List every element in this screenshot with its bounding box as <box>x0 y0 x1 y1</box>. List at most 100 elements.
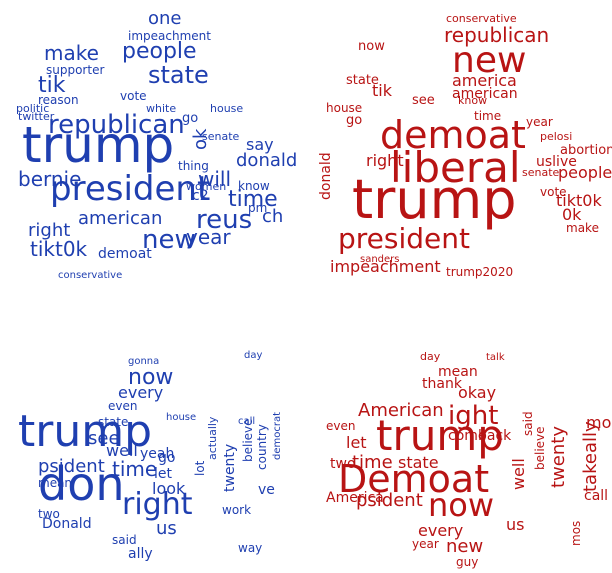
cloud-word: 0k <box>562 205 582 224</box>
cloud-word: even <box>108 399 137 413</box>
cloud-word: America <box>326 490 384 506</box>
cloud-word: house <box>210 102 243 115</box>
cloud-word: supporter <box>46 63 104 77</box>
cloud-word: republican <box>48 110 185 140</box>
cloud-word: white <box>146 102 176 115</box>
cloud-word: well <box>509 458 528 490</box>
cloud-word: trump <box>376 411 504 460</box>
cloud-word: one <box>148 8 182 29</box>
cloud-word: two <box>330 456 356 472</box>
cloud-word: pelosi <box>540 130 572 143</box>
cloud-word: state <box>98 415 128 429</box>
cloud-word: say <box>246 135 274 154</box>
cloud-word: right <box>122 487 193 522</box>
cloud-word: let <box>154 466 173 482</box>
cloud-word: reason <box>38 93 79 107</box>
cloud-word: pm <box>248 201 267 215</box>
cloud-word: america <box>452 71 517 90</box>
cloud-word: call <box>584 488 608 504</box>
cloud-word: mo <box>586 413 611 432</box>
cloud-word: day <box>244 350 262 361</box>
cloud-word: tik <box>372 81 393 100</box>
cloud-word: ve <box>258 482 275 498</box>
cloud-word: impeachment <box>330 257 441 276</box>
cloud-word: twitter <box>18 110 55 123</box>
cloud-word: psident <box>38 456 105 477</box>
cloud-word: takeally <box>580 421 601 492</box>
cloud-word: now <box>358 39 385 54</box>
cloud-word: make <box>44 41 99 65</box>
cloud-word: us <box>506 515 524 534</box>
cloud-word: uslive <box>536 154 577 170</box>
cloud-word: call <box>238 416 255 427</box>
cloud-word: new <box>446 536 483 557</box>
cloud-word: year <box>526 115 553 129</box>
cloud-word: way <box>238 541 262 555</box>
cloud-word: yeah <box>140 446 174 462</box>
cloud-word: year <box>412 537 439 551</box>
cloud-word: look <box>152 479 186 498</box>
cloud-word: make <box>566 221 599 235</box>
cloud-word: time <box>228 187 278 212</box>
cloud-word: right <box>366 151 404 170</box>
cloud-word: trump <box>18 406 152 457</box>
cloud-word: c2 <box>192 188 209 204</box>
cloud-word: come <box>448 428 487 444</box>
cloud-word: Donald <box>42 516 92 532</box>
cloud-word: american <box>452 86 518 102</box>
cloud-word: well <box>106 441 138 460</box>
cloud-word: tikt0k <box>30 237 88 261</box>
cloud-word: now <box>428 486 494 524</box>
cloud-word: right <box>28 220 70 241</box>
cloud-word: demoat <box>98 246 152 262</box>
cloud-word: vote <box>540 185 567 199</box>
cloud-word: sanders <box>360 254 400 265</box>
cloud-word: Demoat <box>338 457 489 501</box>
cloud-word: new <box>142 225 196 255</box>
cloud-word: trump2020 <box>446 265 513 279</box>
cloud-word: ight <box>448 401 498 431</box>
cloud-word: don <box>38 457 125 511</box>
cloud-word: time <box>352 452 393 473</box>
cloud-word: democrat <box>272 412 283 460</box>
cloud-word: senate <box>522 166 560 179</box>
cloud-word: vote <box>120 89 147 103</box>
cloud-word: psident <box>356 490 423 511</box>
cloud-word: said <box>112 533 137 547</box>
cloud-word: conservative <box>58 270 122 281</box>
cloud-word: mean <box>38 476 72 490</box>
cloud-word: guy <box>456 555 478 569</box>
cloud-word: will <box>198 167 231 191</box>
cloud-word: senate <box>202 130 240 143</box>
cloud-word: house <box>326 101 362 115</box>
cloud-word: twenty <box>548 426 569 488</box>
cloud-word: okay <box>458 383 496 402</box>
cloud-word: thing <box>178 159 209 173</box>
cloud-word: talk <box>486 352 505 363</box>
cloud-word: tikt0k <box>556 191 602 210</box>
cloud-word: tik <box>38 73 66 98</box>
cloud-word: go <box>182 111 198 126</box>
cloud-word: american <box>78 208 162 229</box>
cloud-word: see <box>412 93 435 108</box>
cloud-word: republican <box>444 23 549 47</box>
cloud-word: demoat <box>380 113 526 157</box>
cloud-word: new <box>452 40 526 81</box>
cloud-word: know <box>458 94 487 107</box>
cloud-word: country <box>255 424 269 470</box>
cloud-word: actually <box>206 416 219 460</box>
cloud-word: even <box>326 419 355 433</box>
cloud-word: abortion <box>560 143 612 158</box>
cloud-word: go <box>158 450 175 466</box>
cloud-word: state <box>398 453 439 472</box>
cloud-word: ch <box>262 206 283 227</box>
cloud-word: day <box>420 350 441 363</box>
cloud-word: go <box>346 113 362 128</box>
cloud-word: liberal <box>390 143 521 192</box>
cloud-word: every <box>418 521 463 540</box>
cloud-word: us <box>156 518 177 539</box>
cloud-word: let <box>346 433 367 452</box>
cloud-word: said <box>521 411 535 436</box>
cloud-word: house <box>166 412 196 423</box>
